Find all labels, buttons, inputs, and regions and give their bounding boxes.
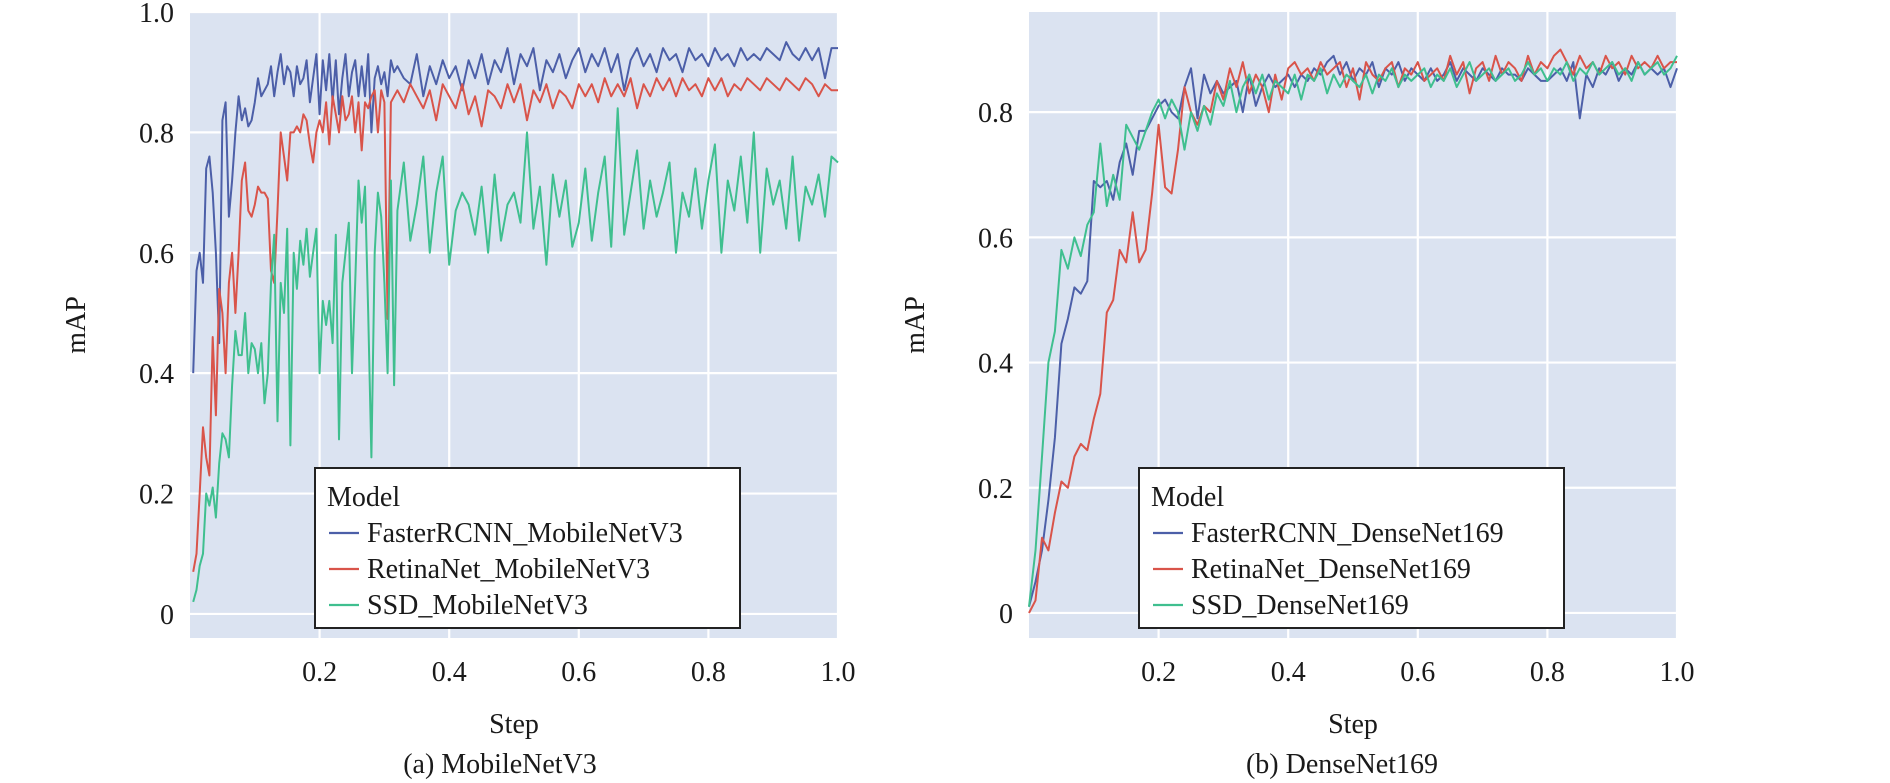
legend-label: RetinaNet_DenseNet169 bbox=[1191, 554, 1471, 585]
y-axis-label: mAP bbox=[61, 296, 92, 354]
x-axis-label: Step bbox=[489, 709, 539, 740]
y-tick-label: 0.6 bbox=[978, 223, 1013, 254]
x-tick-label: 0.2 bbox=[302, 657, 337, 688]
x-tick-label: 0.4 bbox=[1271, 657, 1306, 688]
x-tick-label: 0.8 bbox=[691, 657, 726, 688]
series-line-retinanet-mobilenetv3 bbox=[192, 77, 838, 572]
chart-panel-mobilenetv3: 0.2 0.4 0.6 0.8 1.0 0 0.2 0.4 0.6 0.8 1.0 Step mAP (a… bbox=[61, 0, 856, 780]
y-tick-label: 0 bbox=[160, 600, 174, 631]
legend-label: SSD_DenseNet169 bbox=[1191, 590, 1409, 621]
y-axis-label: mAP bbox=[900, 296, 931, 354]
legend-label: FasterRCNN_DenseNet169 bbox=[1191, 518, 1504, 549]
x-tick-label: 1.0 bbox=[821, 657, 856, 688]
x-tick-label: 0.2 bbox=[1141, 657, 1176, 688]
series-line-ssd-mobilenetv3 bbox=[192, 107, 839, 603]
legend: Model FasterRCNN_MobileNetV3 RetinaNet_Mob… bbox=[314, 467, 741, 629]
x-tick-label: 0.6 bbox=[561, 657, 596, 688]
x-tick-label: 0.8 bbox=[1530, 657, 1565, 688]
subfigure-caption: (b) DenseNet169 bbox=[1246, 749, 1438, 780]
y-tick-label: 0.2 bbox=[139, 480, 174, 511]
legend-label: FasterRCNN_MobileNetV3 bbox=[367, 518, 683, 549]
series-line-fasterrcnn-mobilenetv3 bbox=[192, 41, 838, 374]
legend-label: RetinaNet_MobileNetV3 bbox=[367, 554, 650, 585]
legend-title: Model bbox=[327, 482, 400, 513]
y-tick-label: 0.4 bbox=[139, 359, 174, 390]
x-tick-label: 1.0 bbox=[1660, 657, 1695, 688]
x-axis-label: Step bbox=[1328, 709, 1378, 740]
y-tick-label: 0.2 bbox=[978, 474, 1013, 505]
y-tick-label: 0.8 bbox=[139, 118, 174, 149]
series-line-ssd-densenet169 bbox=[1028, 55, 1678, 607]
y-tick-label: 0.4 bbox=[978, 349, 1013, 380]
y-tick-label: 0.8 bbox=[978, 98, 1013, 129]
y-tick-label: 1.0 bbox=[139, 0, 174, 29]
y-tick-label: 0 bbox=[999, 599, 1013, 630]
y-tick-label: 0.6 bbox=[139, 239, 174, 270]
legend: Model FasterRCNN_DenseNet169 RetinaNet_Den… bbox=[1138, 467, 1565, 629]
legend-box bbox=[1138, 467, 1565, 629]
x-tick-label: 0.4 bbox=[432, 657, 467, 688]
chart-panel-densenet169: 0.2 0.4 0.6 0.8 1.0 0 0.2 0.4 0.6 0.8 Step mAP (b) D… bbox=[900, 12, 1695, 780]
legend-box bbox=[314, 467, 741, 629]
subfigure-caption: (a) MobileNetV3 bbox=[403, 749, 597, 780]
x-tick-label: 0.6 bbox=[1400, 657, 1435, 688]
legend-label: SSD_MobileNetV3 bbox=[367, 590, 588, 621]
legend-title: Model bbox=[1151, 482, 1224, 513]
